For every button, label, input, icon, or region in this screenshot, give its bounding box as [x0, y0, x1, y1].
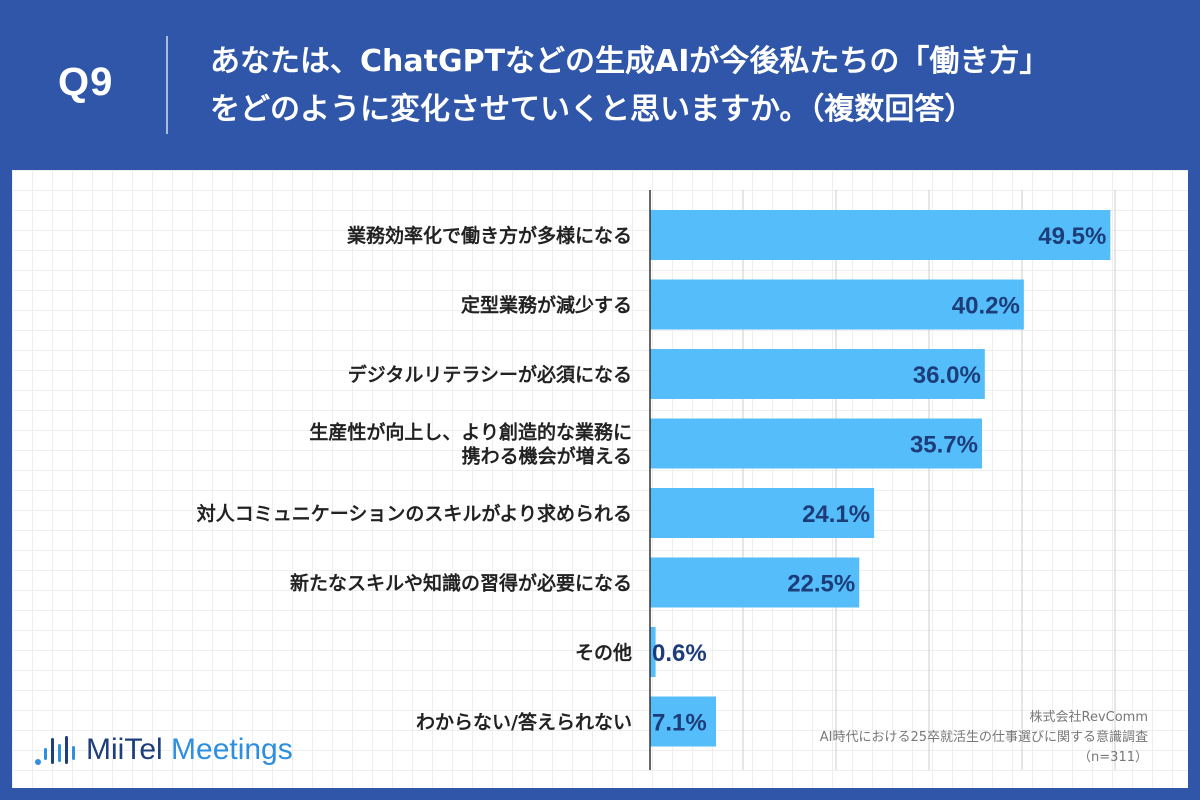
value-label-3: 36.0%: [913, 362, 981, 389]
bar-4: [650, 418, 983, 469]
bar-8: [650, 696, 717, 747]
bar-1: [650, 210, 1111, 260]
category-label-1: 業務効率化で働き方が多様になる: [346, 224, 632, 247]
question-number: Q9: [58, 60, 114, 104]
value-label-4: 35.7%: [910, 432, 978, 459]
question-text-line-2: をどのように変化させていくと思いますか。（複数回答）: [210, 92, 975, 127]
bar-2: [650, 279, 1024, 330]
category-label-4-line-1: 生産性が向上し、より創造的な業務に: [309, 421, 632, 444]
question-header: Q9 あなたは、ChatGPTなどの生成AIが今後私たちの「働き方」 をどのよう…: [0, 0, 1200, 170]
bar-6: [650, 557, 860, 608]
value-label-8: 7.1%: [652, 710, 707, 737]
source-note: 株式会社RevComm AI時代における25卒就活生の仕事選びに関する意識調査 …: [820, 708, 1148, 768]
source-sample: （n=311）: [1078, 750, 1148, 765]
bar-3: [650, 349, 985, 399]
bar-5: [650, 488, 875, 538]
category-label-5: 対人コミュニケーションのスキルがより求められる: [196, 502, 632, 525]
category-label-2: 定型業務が減少する: [461, 294, 632, 317]
value-label-7: 0.6%: [652, 640, 707, 667]
value-label-1: 49.5%: [1038, 223, 1106, 250]
bar-7: [650, 627, 656, 677]
category-label-3: デジタルリテラシーが必須になる: [348, 363, 632, 386]
category-label-4-line-2: 携わる機会が増える: [462, 445, 632, 468]
miitel-meetings-logo: MiiTel Meetings: [34, 730, 293, 770]
logo-product: Meetings: [171, 733, 293, 766]
logo-text: MiiTel Meetings: [86, 733, 293, 767]
header-divider: [166, 36, 168, 134]
source-company: 株式会社RevComm: [1029, 710, 1149, 725]
category-label-7: その他: [575, 641, 632, 664]
value-label-5: 24.1%: [802, 501, 870, 528]
question-text: あなたは、ChatGPTなどの生成AIが今後私たちの「働き方」 をどのように変化…: [210, 38, 1180, 134]
value-label-6: 22.5%: [787, 571, 855, 598]
source-survey: AI時代における25卒就活生の仕事選びに関する意識調査: [819, 730, 1148, 745]
logo-brand: MiiTel: [86, 733, 163, 766]
soundwave-icon: [35, 736, 75, 765]
bar-chart: 49.5% 業務効率化で働き方が多様になる 40.2% 定型業務が減少する 36.0% デ…: [196, 190, 1116, 770]
category-label-8: わからない/答えられない: [416, 711, 632, 734]
category-label-6: 新たなスキルや知識の習得が必要になる: [290, 572, 632, 595]
value-label-2: 40.2%: [952, 293, 1020, 320]
question-text-line-1: あなたは、ChatGPTなどの生成AIが今後私たちの「働き方」: [210, 44, 1050, 79]
chart-panel: 49.5% 業務効率化で働き方が多様になる 40.2% 定型業務が減少する 36.0% デ…: [12, 170, 1188, 788]
